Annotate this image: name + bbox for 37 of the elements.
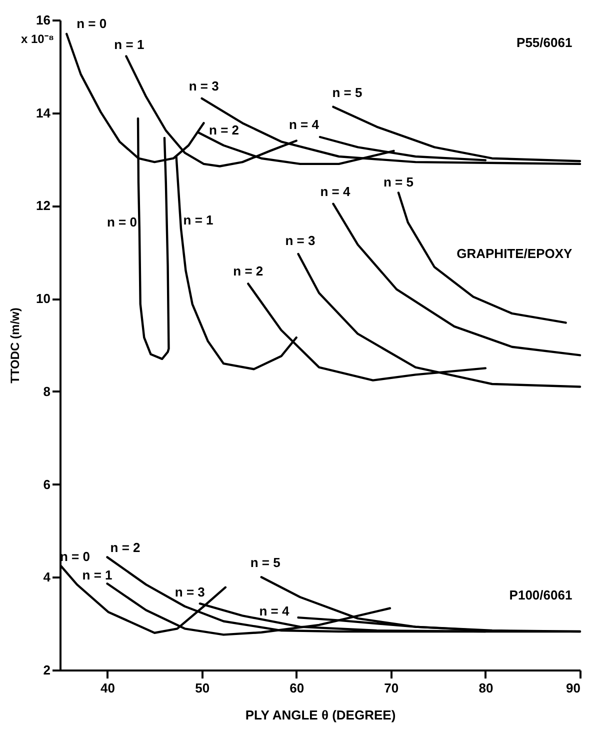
y-axis-title: TTODC (m/w)	[8, 308, 22, 384]
y-tick-label: 12	[36, 198, 50, 214]
annotation: GRAPHITE/EPOXY	[456, 246, 573, 261]
series-label: n = 5	[383, 174, 414, 190]
series-label: n = 3	[174, 584, 205, 600]
text: x 10⁻⁸	[20, 32, 54, 46]
series-label: n = 2	[110, 540, 140, 556]
y-tick-label: 6	[43, 476, 50, 492]
series-label: n = 5	[332, 84, 362, 100]
x-tick-label: 50	[195, 680, 210, 696]
series-label: n = 4	[259, 604, 290, 619]
annotation: P55/6061	[516, 34, 572, 50]
y-tick-label: 4	[43, 570, 52, 585]
x-tick-label: 40	[100, 680, 116, 696]
x-tick-label: 70	[384, 680, 399, 696]
series-label: n = 5	[250, 555, 280, 570]
series-label: n = 1	[82, 568, 112, 583]
x-tick-label: 80	[478, 680, 494, 696]
series-label: n = 4	[289, 117, 320, 132]
series-label: n = 3	[285, 233, 316, 248]
series-label: n = 2	[233, 264, 264, 279]
series-label: n = 3	[188, 78, 219, 94]
x-tick-label: 60	[290, 680, 304, 696]
x-axis-title: PLY ANGLE θ (DEGREE)	[245, 708, 396, 722]
series-label: n = 4	[320, 184, 351, 199]
series-label: n = 2	[209, 122, 240, 138]
y-tick-label: 10	[36, 291, 50, 306]
x-tick-label: 90	[566, 680, 580, 696]
series-label: n = 0	[76, 16, 107, 31]
series-label: n = 1	[114, 37, 144, 52]
y-tick-label: 16	[36, 12, 50, 28]
series-label: n = 1	[183, 212, 214, 228]
y-tick-label: 8	[43, 384, 50, 399]
annotation: P100/6061	[509, 587, 572, 602]
y-tick-label: 2	[43, 662, 50, 678]
series-label: n = 0	[107, 214, 137, 230]
y-tick-label: 14	[36, 105, 52, 120]
